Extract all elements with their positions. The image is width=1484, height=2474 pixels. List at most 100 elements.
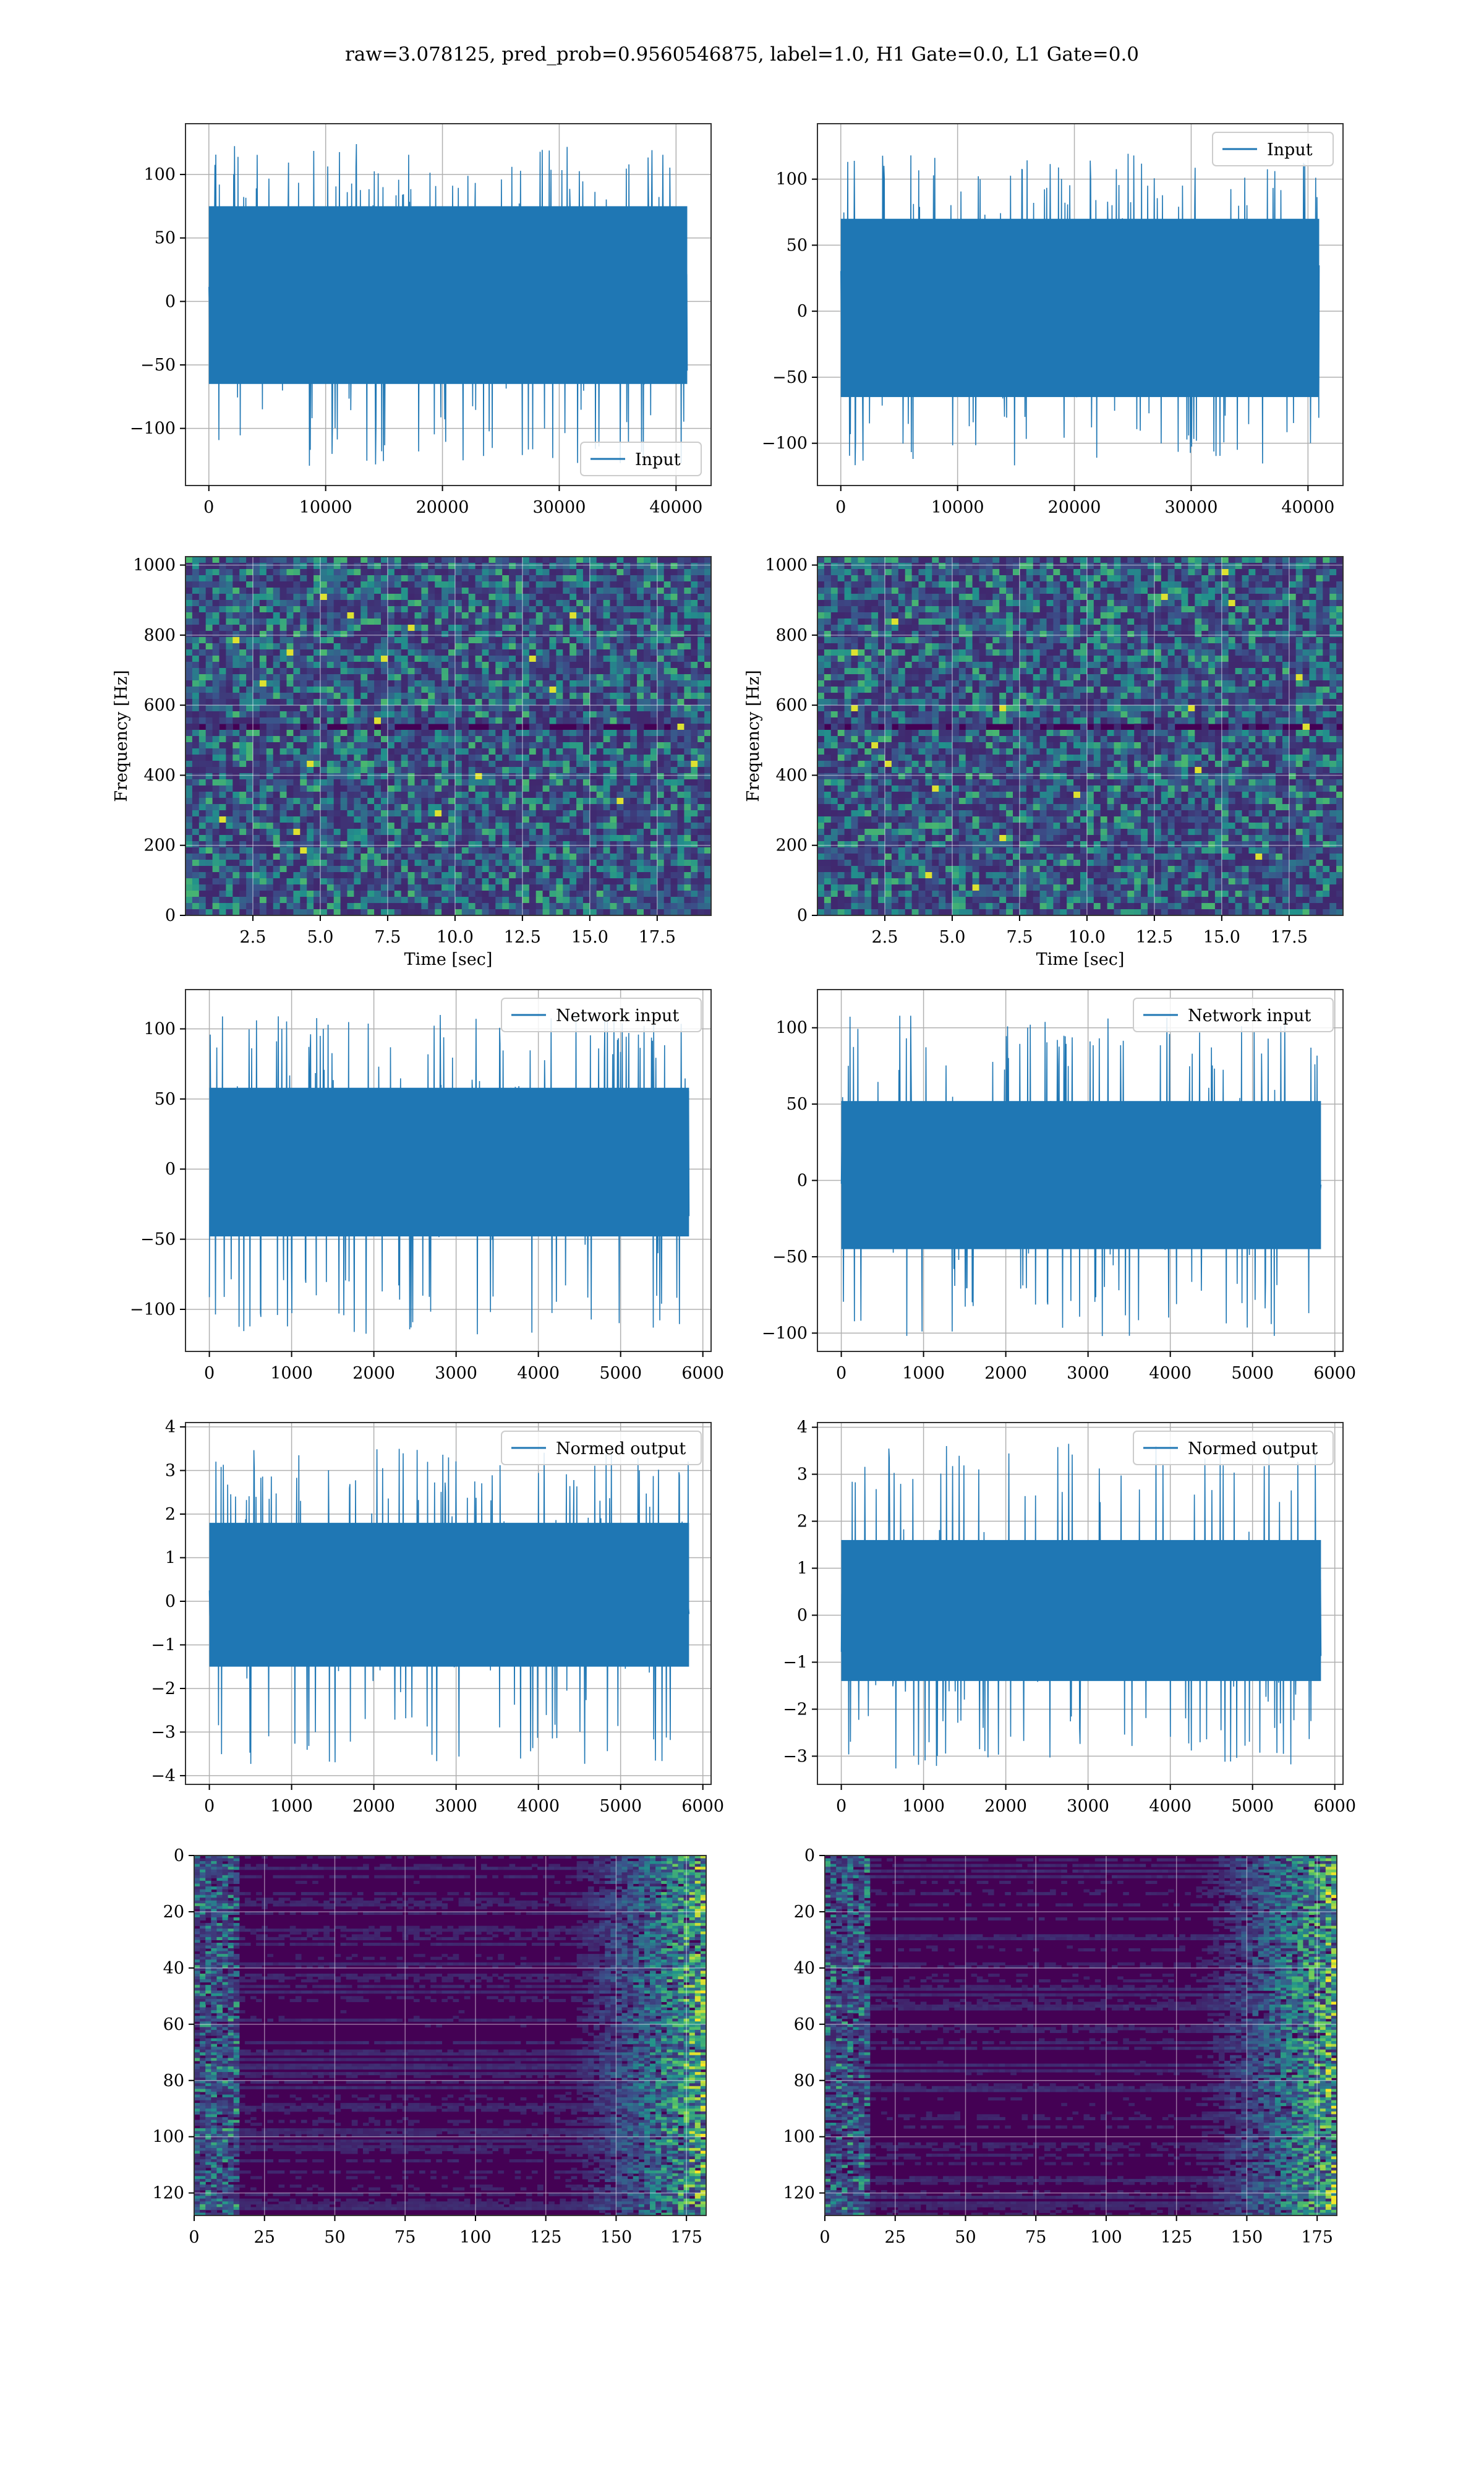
heatmap-cell: [468, 699, 476, 706]
heatmap-cell: [374, 761, 382, 768]
heatmap-cell: [657, 625, 665, 631]
heatmap-cell: [186, 625, 193, 631]
heatmap-cell: [320, 717, 328, 724]
heatmap-cell: [529, 680, 537, 687]
heatmap-cell: [313, 792, 321, 798]
y-tick-label: 0: [165, 292, 176, 311]
heatmap-cell: [192, 866, 200, 873]
heatmap-cell: [461, 798, 469, 805]
heatmap-cell: [630, 742, 638, 749]
heatmap-cell: [239, 656, 247, 662]
heatmap-cell: [253, 748, 260, 755]
heatmap-cell: [246, 612, 254, 619]
heatmap-cell: [273, 575, 281, 582]
heatmap-cell: [495, 810, 503, 817]
heatmap-cell: [239, 711, 247, 718]
heatmap-cell: [435, 847, 442, 854]
heatmap-cell: [657, 897, 665, 904]
heatmap-cell: [958, 581, 966, 588]
heatmap-cell: [616, 600, 624, 607]
heatmap-cell: [347, 891, 354, 897]
heatmap-cell: [387, 625, 395, 631]
heatmap-cell: [1141, 575, 1148, 582]
heatmap-cell: [616, 742, 624, 749]
heatmap-cell: [381, 785, 388, 792]
heatmap-cell: [198, 897, 207, 904]
heatmap-cell: [502, 625, 510, 631]
heatmap-cell: [313, 730, 321, 737]
heatmap-cell: [320, 724, 328, 730]
heatmap-cell: [273, 792, 281, 798]
heatmap-cell: [663, 711, 672, 718]
heatmap-cell: [1302, 563, 1310, 570]
heatmap-cell: [367, 872, 375, 879]
heatmap-cell: [650, 761, 658, 768]
heatmap-cell: [387, 804, 395, 811]
heatmap-cell: [246, 742, 254, 749]
heatmap-cell: [320, 835, 328, 842]
heatmap-cell: [644, 575, 651, 582]
heatmap-cell: [637, 779, 644, 786]
heatmap-cell: [1329, 575, 1337, 582]
heatmap-cell: [610, 792, 617, 798]
heatmap-cell: [253, 866, 260, 873]
heatmap-cell: [198, 816, 207, 823]
heatmap-cell: [1039, 569, 1047, 576]
heatmap-cell: [616, 656, 624, 662]
heatmap-cell: [529, 736, 537, 743]
heatmap-cell: [630, 903, 638, 910]
heatmap-cell: [576, 618, 584, 625]
heatmap-cell: [616, 736, 624, 743]
heatmap-cell: [198, 730, 207, 737]
heatmap-cell: [677, 810, 684, 817]
heatmap-cell: [623, 785, 631, 792]
heatmap-cell: [246, 649, 254, 656]
heatmap-cell: [293, 668, 301, 675]
heatmap-cell: [697, 563, 705, 570]
heatmap-cell: [401, 717, 409, 724]
heatmap-cell: [663, 748, 672, 755]
heatmap-cell: [529, 872, 537, 879]
heatmap-cell: [684, 767, 691, 774]
heatmap-cell: [509, 742, 516, 749]
heatmap-cell: [286, 606, 294, 613]
heatmap-cell: [273, 835, 281, 842]
heatmap-cell: [495, 785, 503, 792]
heatmap-cell: [630, 581, 638, 588]
heatmap-cell: [529, 693, 537, 700]
heatmap-cell: [448, 674, 456, 681]
heatmap-cell: [482, 600, 489, 607]
heatmap-cell: [354, 847, 361, 854]
heatmap-cell: [623, 748, 631, 755]
heatmap-cell: [461, 792, 469, 798]
heatmap-cell: [691, 897, 698, 904]
heatmap-cell: [704, 860, 712, 867]
heatmap-cell: [307, 736, 314, 743]
heatmap-cell: [381, 897, 388, 904]
heatmap-cell: [529, 798, 537, 805]
heatmap-cell: [610, 847, 617, 854]
heatmap-cell: [911, 581, 919, 588]
heatmap-cell: [367, 662, 375, 669]
heatmap-cell: [691, 711, 698, 718]
heatmap-cell: [650, 829, 658, 836]
heatmap-cell: [279, 569, 288, 576]
heatmap-cell: [226, 810, 233, 817]
heatmap-cell: [205, 798, 213, 805]
heatmap-cell: [549, 835, 556, 842]
heatmap-cell: [644, 755, 651, 761]
heatmap-cell: [704, 674, 712, 681]
heatmap-cell: [367, 693, 375, 700]
heatmap-cell: [576, 736, 584, 743]
heatmap-cell: [556, 680, 563, 687]
heatmap-cell: [320, 773, 328, 780]
heatmap-cell: [354, 693, 361, 700]
heatmap-cell: [266, 829, 274, 836]
heatmap-cell: [529, 625, 537, 631]
heatmap-cell: [549, 588, 556, 594]
heatmap-cell: [704, 891, 712, 897]
heatmap-cell: [644, 674, 651, 681]
heatmap-cell: [542, 779, 550, 786]
heatmap-cell: [293, 804, 301, 811]
heatmap-cell: [374, 903, 382, 910]
